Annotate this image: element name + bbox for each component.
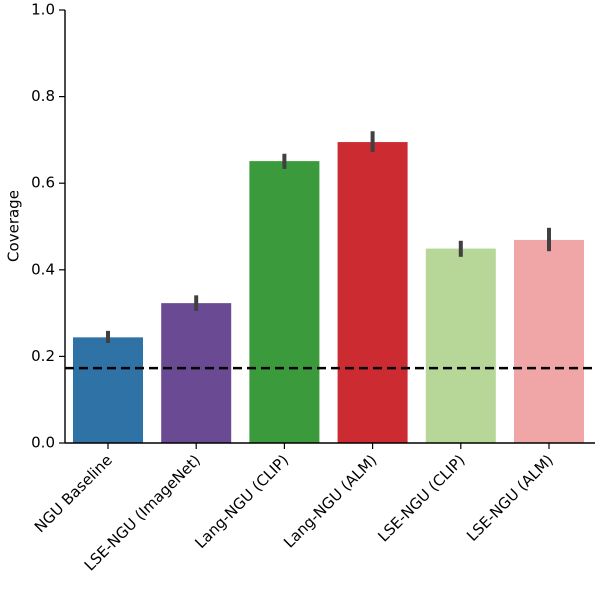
bar (73, 337, 143, 443)
y-ticks: 0.0 0.2 0.4 0.6 0.8 1.0 (31, 1, 65, 452)
y-tick-label: 0.4 (31, 260, 55, 278)
bar (249, 161, 320, 443)
axes (64, 10, 595, 444)
x-tick-label: Lang-NGU (ALM) (280, 451, 380, 551)
bars (73, 142, 584, 443)
y-axis-label: Coverage (5, 190, 23, 262)
x-tick-label: Lang-NGU (CLIP) (191, 451, 292, 552)
x-tick-label: LSE-NGU (CLIP) (374, 451, 468, 545)
bar (514, 239, 584, 443)
y-tick-label: 0.6 (31, 174, 55, 192)
bar (425, 248, 496, 443)
y-tick-label: 1.0 (31, 1, 55, 19)
y-tick-label: 0.8 (31, 87, 55, 105)
bar (337, 142, 408, 443)
x-tick-label: LSE-NGU (ALM) (463, 451, 557, 545)
x-tick-label: NGU Baseline (31, 451, 116, 536)
y-tick-label: 0.2 (31, 347, 55, 365)
y-tick-label: 0.0 (31, 434, 55, 452)
error-bars (106, 131, 551, 343)
bar (161, 303, 232, 443)
